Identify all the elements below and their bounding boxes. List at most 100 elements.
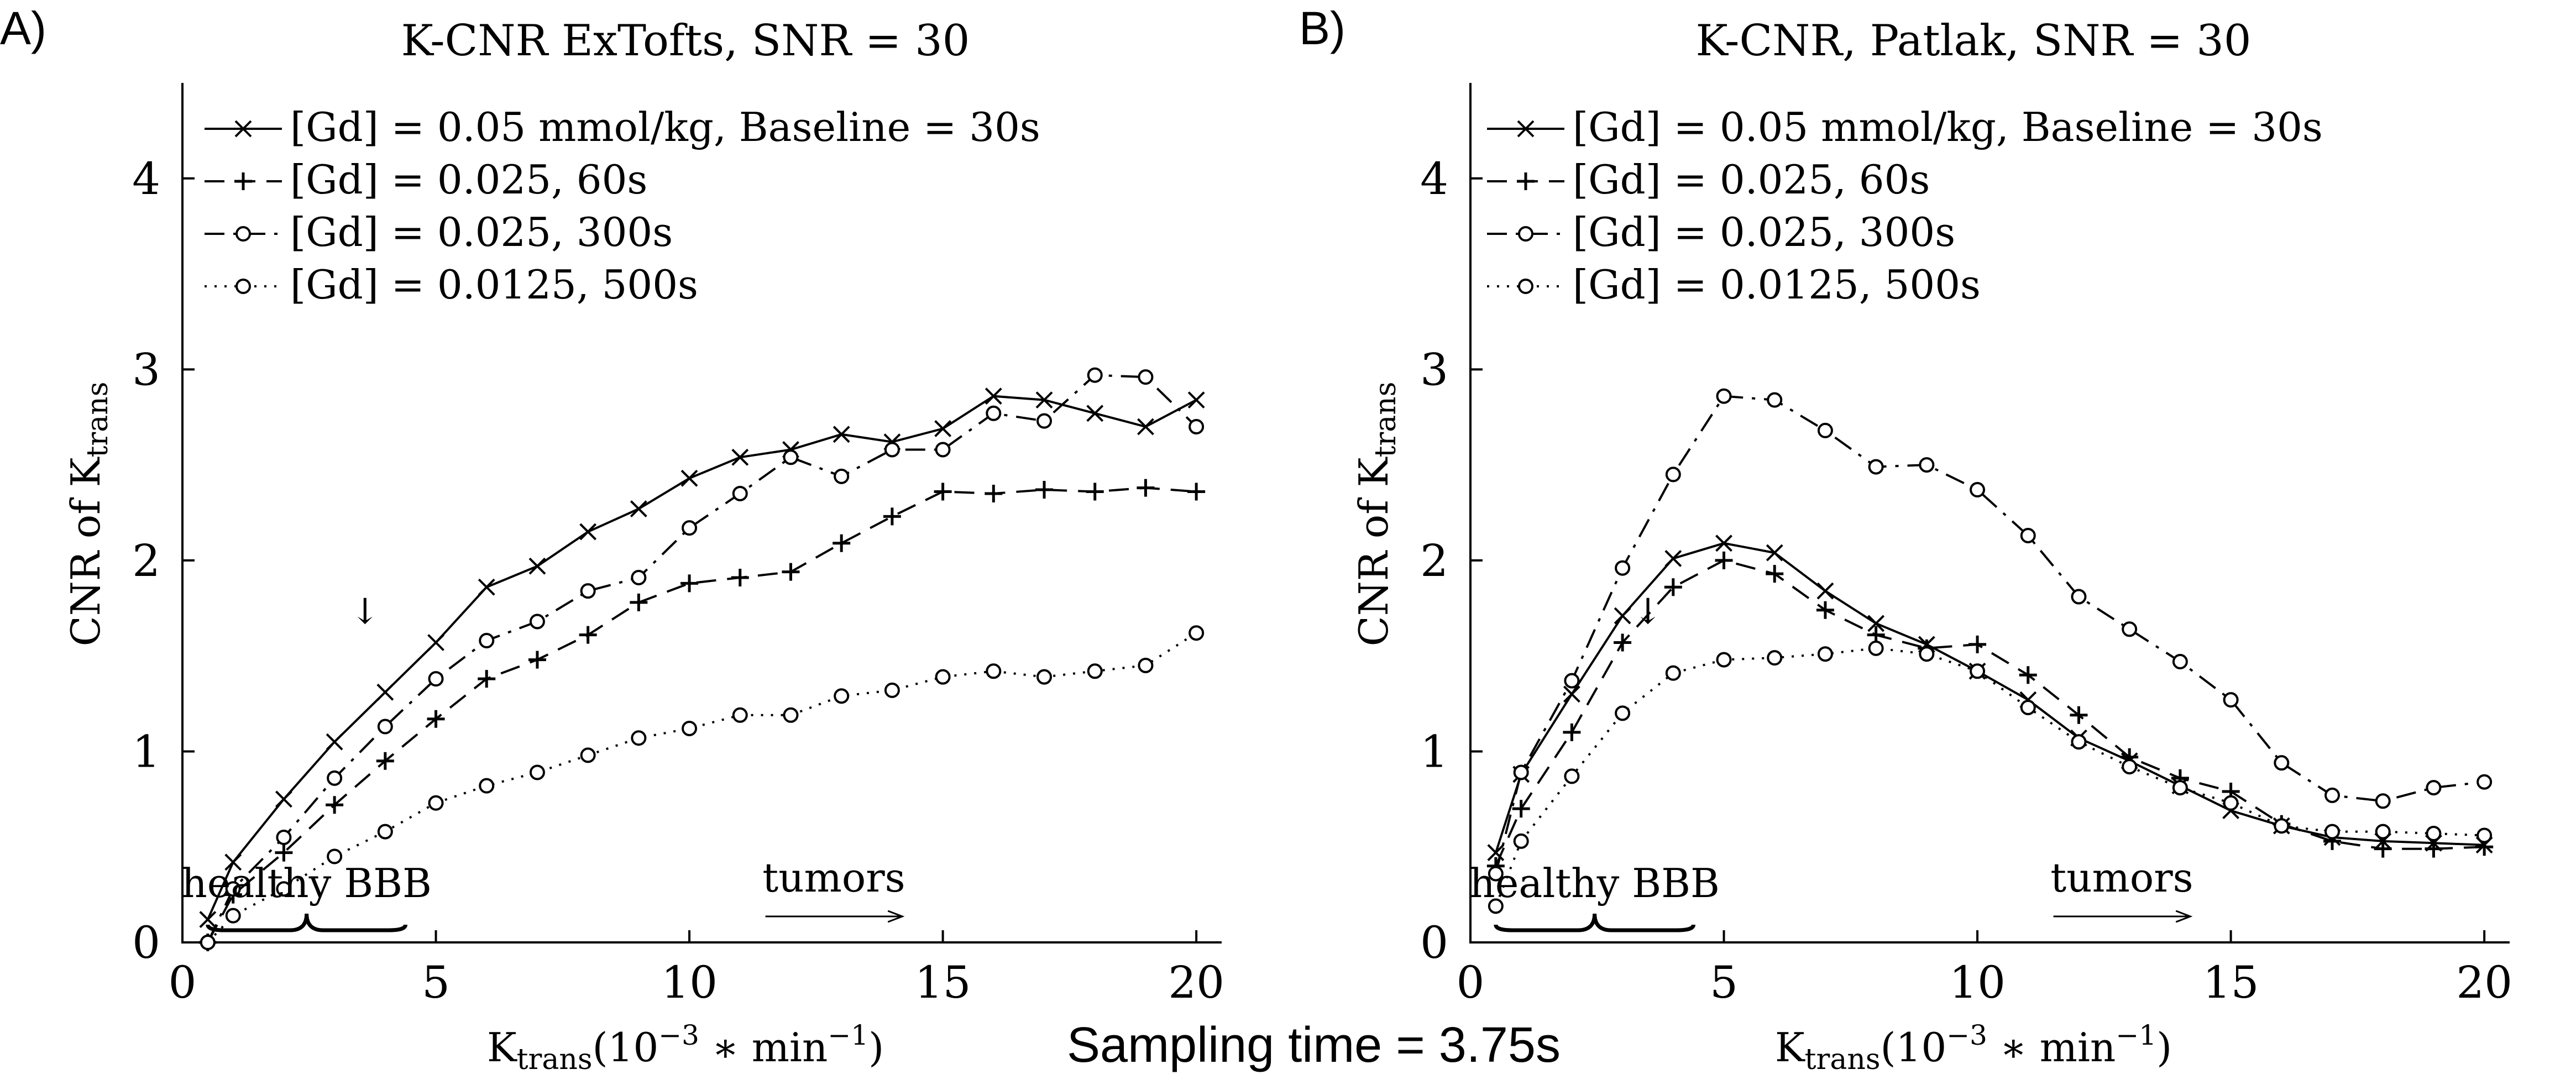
y-tick-label: 4 xyxy=(1420,153,1448,205)
x-label-sub: trans xyxy=(517,1043,593,1076)
data-point xyxy=(327,848,343,864)
data-point xyxy=(1188,625,1205,641)
data-point xyxy=(1664,578,1682,596)
data-point xyxy=(1970,663,1986,679)
x-label-close: ) xyxy=(868,1024,884,1071)
data-point xyxy=(2223,795,2239,811)
data-point xyxy=(199,911,217,928)
data-point xyxy=(1615,705,1631,721)
data-point xyxy=(528,557,546,575)
x-tick-label: 20 xyxy=(1168,957,1224,1008)
sampling-time-caption: Sampling time = 3.75s xyxy=(1067,1018,1561,1073)
data-point xyxy=(1817,646,1833,662)
healthy-brace xyxy=(206,913,408,932)
y-tick-label: 4 xyxy=(132,153,160,205)
x-tick-label: 0 xyxy=(169,957,197,1008)
data-point xyxy=(1487,844,1505,862)
healthy-label: healthy BBB xyxy=(1469,860,1720,906)
legend-entry: [Gd] = 0.025, 300s xyxy=(1573,209,1955,255)
series-4 xyxy=(1488,640,2493,914)
data-point xyxy=(1513,833,1529,849)
legend-marker xyxy=(1518,279,1533,294)
data-point xyxy=(1137,418,1154,436)
legend-entry: [Gd] = 0.0125, 500s xyxy=(1573,261,1981,308)
data-point xyxy=(478,670,496,688)
healthy-label: healthy BBB xyxy=(181,860,432,906)
legend-marker xyxy=(235,279,251,294)
data-point xyxy=(1817,422,1833,438)
data-point xyxy=(1187,391,1205,409)
data-point xyxy=(783,707,799,723)
data-point xyxy=(376,683,394,701)
chart-title: K-CNR, Patlak, SNR = 30 xyxy=(1696,16,2252,66)
data-point xyxy=(732,485,748,501)
data-point xyxy=(2071,589,2087,605)
y-label-sub: trans xyxy=(81,382,114,458)
data-point xyxy=(883,507,901,526)
y-tick-label: 2 xyxy=(132,535,160,586)
data-point xyxy=(2476,827,2493,843)
data-point xyxy=(833,426,850,443)
data-point xyxy=(783,449,799,465)
x-label-rest: ∗ min xyxy=(699,1024,828,1071)
data-point xyxy=(1614,633,1632,652)
arrow-annotation: ↓ xyxy=(350,591,380,632)
data-point xyxy=(834,468,850,484)
x-tick-label: 15 xyxy=(915,957,971,1008)
x-label-exp2: −1 xyxy=(828,1019,868,1051)
data-point xyxy=(580,583,596,599)
series-line xyxy=(207,374,1197,943)
data-point xyxy=(682,520,698,536)
data-point xyxy=(2375,793,2391,809)
data-point xyxy=(529,764,545,780)
x-label-k: K xyxy=(487,1024,517,1071)
data-point xyxy=(275,843,293,862)
data-point xyxy=(428,671,444,687)
data-point xyxy=(2019,666,2037,684)
data-point xyxy=(630,593,648,611)
x-label-exp: −3 xyxy=(658,1019,699,1051)
data-point xyxy=(275,790,292,808)
y-label-main: CNR of K xyxy=(1350,457,1397,646)
data-point xyxy=(2426,780,2442,796)
legend-marker xyxy=(1518,226,1533,242)
data-point xyxy=(1766,565,1784,583)
legend-marker xyxy=(234,120,252,138)
data-point xyxy=(732,707,748,723)
x-tick-label: 5 xyxy=(1710,957,1738,1008)
x-label-exp: −3 xyxy=(1946,1019,1987,1051)
x-axis-label: Ktrans(10−3 ∗ min−1) xyxy=(487,1019,884,1076)
data-point xyxy=(528,651,546,669)
arrow-annotation: ↓ xyxy=(1633,591,1663,632)
data-point xyxy=(1512,800,1530,818)
y-axis-label: CNR of Ktrans xyxy=(1350,382,1402,647)
data-point xyxy=(1563,685,1580,703)
data-point xyxy=(934,420,952,437)
data-point xyxy=(1716,652,1732,668)
data-point xyxy=(1086,405,1104,422)
data-point xyxy=(1564,673,1580,689)
data-point xyxy=(1036,413,1053,429)
data-point xyxy=(1187,483,1206,501)
data-point xyxy=(985,387,1002,405)
data-point xyxy=(631,569,647,585)
data-point xyxy=(326,796,344,814)
data-point xyxy=(1767,650,1783,666)
data-point xyxy=(1868,459,1884,475)
data-point xyxy=(1035,481,1054,499)
data-point xyxy=(935,442,951,458)
data-point xyxy=(1563,723,1581,741)
data-point xyxy=(630,500,647,518)
data-point xyxy=(1816,601,1834,619)
data-point xyxy=(1615,560,1631,576)
data-point xyxy=(884,442,900,458)
data-point xyxy=(985,484,1003,502)
chart-title: K-CNR ExTofts, SNR = 30 xyxy=(401,16,970,66)
data-point xyxy=(377,824,393,840)
data-point xyxy=(579,523,597,541)
data-point xyxy=(225,908,241,924)
legend-entry: [Gd] = 0.025, 60s xyxy=(1573,156,1930,203)
data-point xyxy=(2274,818,2290,834)
data-point xyxy=(884,682,900,698)
